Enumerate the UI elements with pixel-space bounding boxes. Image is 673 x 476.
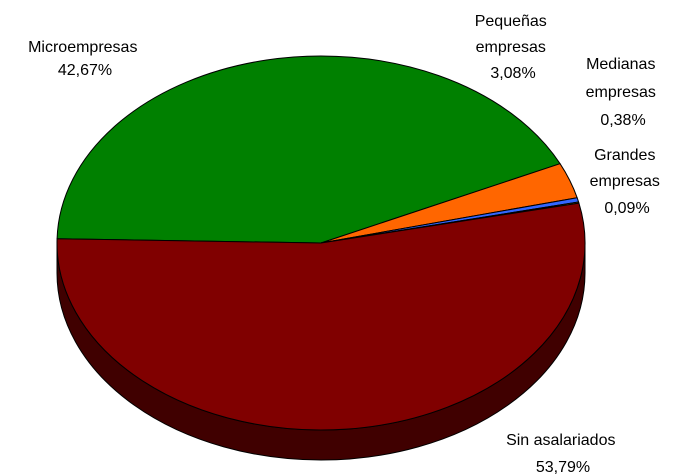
slice-sin-asalariados — [56, 202, 586, 431]
label-pequenas-empresas: Pequeñas empresas 3,08% — [475, 13, 552, 82]
label-grandes-empresas: Grandes empresas 0,09% — [590, 147, 665, 217]
slice-microempresas — [56, 55, 561, 244]
pie-labels: Microempresas 42,67% Pequeñas empresas 3… — [28, 13, 665, 476]
label-medianas-empresas: Medianas empresas 0,38% — [586, 56, 661, 129]
pie-slices — [56, 55, 586, 431]
label-sin-asalariados: Sin asalariados 53,79% — [506, 432, 620, 476]
label-microempresas: Microempresas 42,67% — [28, 39, 142, 79]
